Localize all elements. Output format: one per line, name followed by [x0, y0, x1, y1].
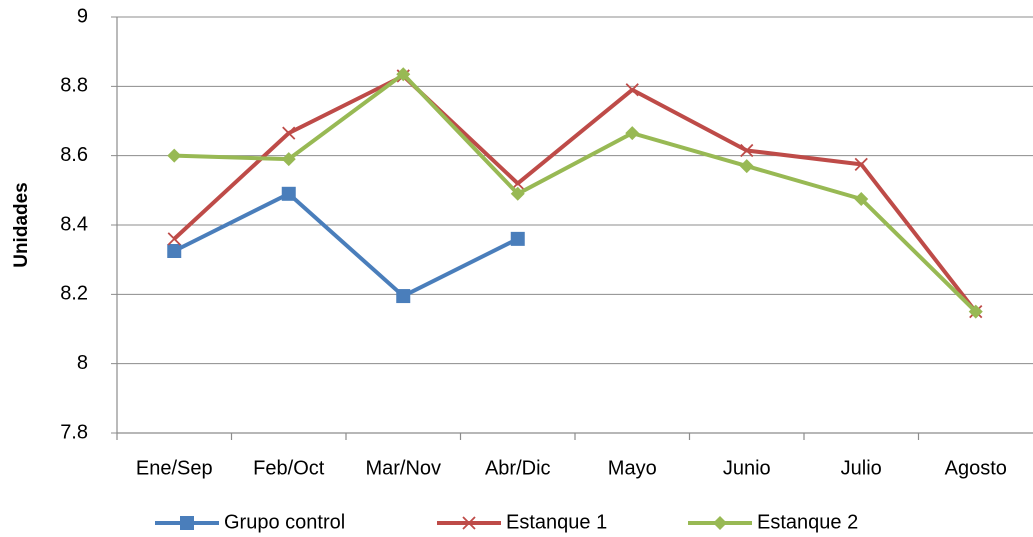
legend-label: Estanque 2: [757, 511, 858, 533]
point: [281, 186, 296, 201]
x-tick-label: Ene/Sep: [136, 457, 213, 479]
x-tick-label: Agosto: [945, 457, 1007, 479]
point: [739, 159, 754, 174]
point: [625, 83, 639, 97]
point: [510, 231, 525, 246]
x-tick-label: Julio: [841, 457, 882, 479]
x-tick-label: Mayo: [608, 457, 657, 479]
line: [174, 72, 978, 314]
point: [625, 126, 640, 141]
point: [968, 304, 983, 319]
y-tick-label: 8.4: [60, 213, 88, 235]
point: [282, 126, 296, 140]
point: [854, 192, 869, 206]
legend-label: Estanque 1: [506, 511, 607, 533]
x-tick-label: Junio: [723, 457, 771, 479]
y-tick-label: 8: [77, 352, 88, 374]
y-tick-label: 8.8: [60, 75, 88, 97]
legend-label: Grupo control: [224, 511, 345, 533]
y-tick-label: 9: [77, 5, 88, 27]
point: [740, 143, 754, 158]
y-tick-label: 8.6: [60, 144, 88, 166]
point: [281, 152, 296, 167]
y-tick-label: 8.2: [60, 283, 88, 305]
point: [396, 67, 411, 82]
x-tick-label: Feb/Oct: [253, 457, 325, 479]
legend-marker: [180, 516, 194, 530]
point: [854, 157, 868, 171]
point: [167, 244, 182, 258]
point: [396, 289, 411, 304]
line: [172, 73, 978, 313]
point: [167, 232, 181, 246]
legend-marker: [713, 516, 727, 530]
point: [510, 186, 525, 201]
line: [173, 191, 519, 299]
x-tick-label: Abr/Dic: [485, 457, 551, 479]
point: [167, 148, 182, 163]
x-tick-label: Mar/Nov: [365, 457, 441, 479]
y-axis-label: Unidades: [11, 182, 32, 268]
y-tick-label: 7.8: [60, 421, 88, 443]
legend-marker: [462, 516, 476, 530]
